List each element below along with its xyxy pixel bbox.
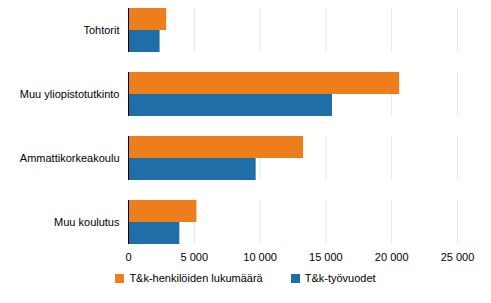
- svg-text:Muu koulutus: Muu koulutus: [54, 216, 120, 228]
- html-text:T&k-työvuodet: T&k-työvuodet: [304, 272, 376, 284]
- svg-text:10 000: 10 000: [243, 251, 277, 263]
- svg-text:Ammattikorkeakoulu: Ammattikorkeakoulu: [20, 152, 120, 164]
- svg-text:5 000: 5 000: [181, 251, 209, 263]
- svg-text:15 000: 15 000: [309, 251, 343, 263]
- svg-text:0: 0: [125, 251, 131, 263]
- svg-text:20 000: 20 000: [375, 251, 409, 263]
- svg-text:25 000: 25 000: [441, 251, 475, 263]
- svg-text:Tohtorit: Tohtorit: [83, 24, 119, 36]
- html-text:T&k-henkilöiden lukumäärä: T&k-henkilöiden lukumäärä: [129, 272, 263, 284]
- svg-text:Muu yliopistotutkinto: Muu yliopistotutkinto: [20, 88, 120, 100]
